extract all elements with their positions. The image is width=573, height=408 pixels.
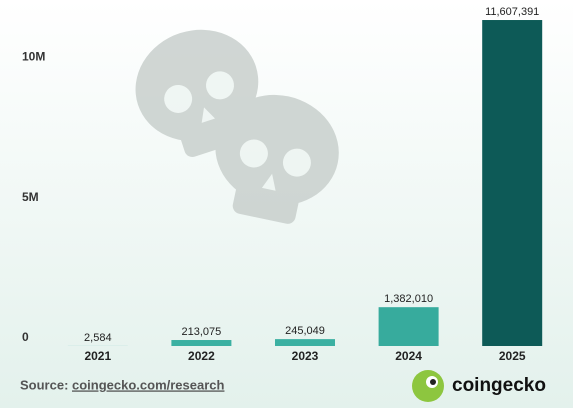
source-label: Source:	[20, 377, 68, 392]
value-label: 1,382,010	[384, 293, 433, 305]
skull-decoration	[135, 29, 339, 224]
value-label: 11,607,391	[485, 6, 539, 18]
brand-name: coingecko	[452, 375, 546, 396]
value-label: 2,584	[84, 332, 112, 344]
x-tick-label: 2024	[395, 349, 422, 363]
bar	[275, 339, 335, 346]
x-tick-label: 2023	[292, 349, 319, 363]
bar	[378, 307, 439, 346]
x-tick-label: 2021	[84, 349, 111, 363]
source-link[interactable]: coingecko.com/research	[72, 377, 225, 392]
x-tick-label: 2022	[188, 349, 215, 363]
x-tick-label: 2025	[499, 349, 526, 363]
bar	[482, 20, 543, 347]
value-label: 245,049	[285, 325, 325, 337]
y-tick-label: 5M	[22, 190, 39, 204]
brand-logo: coingecko	[412, 370, 546, 402]
y-tick-label: 0	[22, 330, 29, 344]
y-tick-label: 10M	[22, 49, 45, 63]
value-label: 213,075	[182, 326, 222, 338]
bar	[171, 340, 232, 346]
